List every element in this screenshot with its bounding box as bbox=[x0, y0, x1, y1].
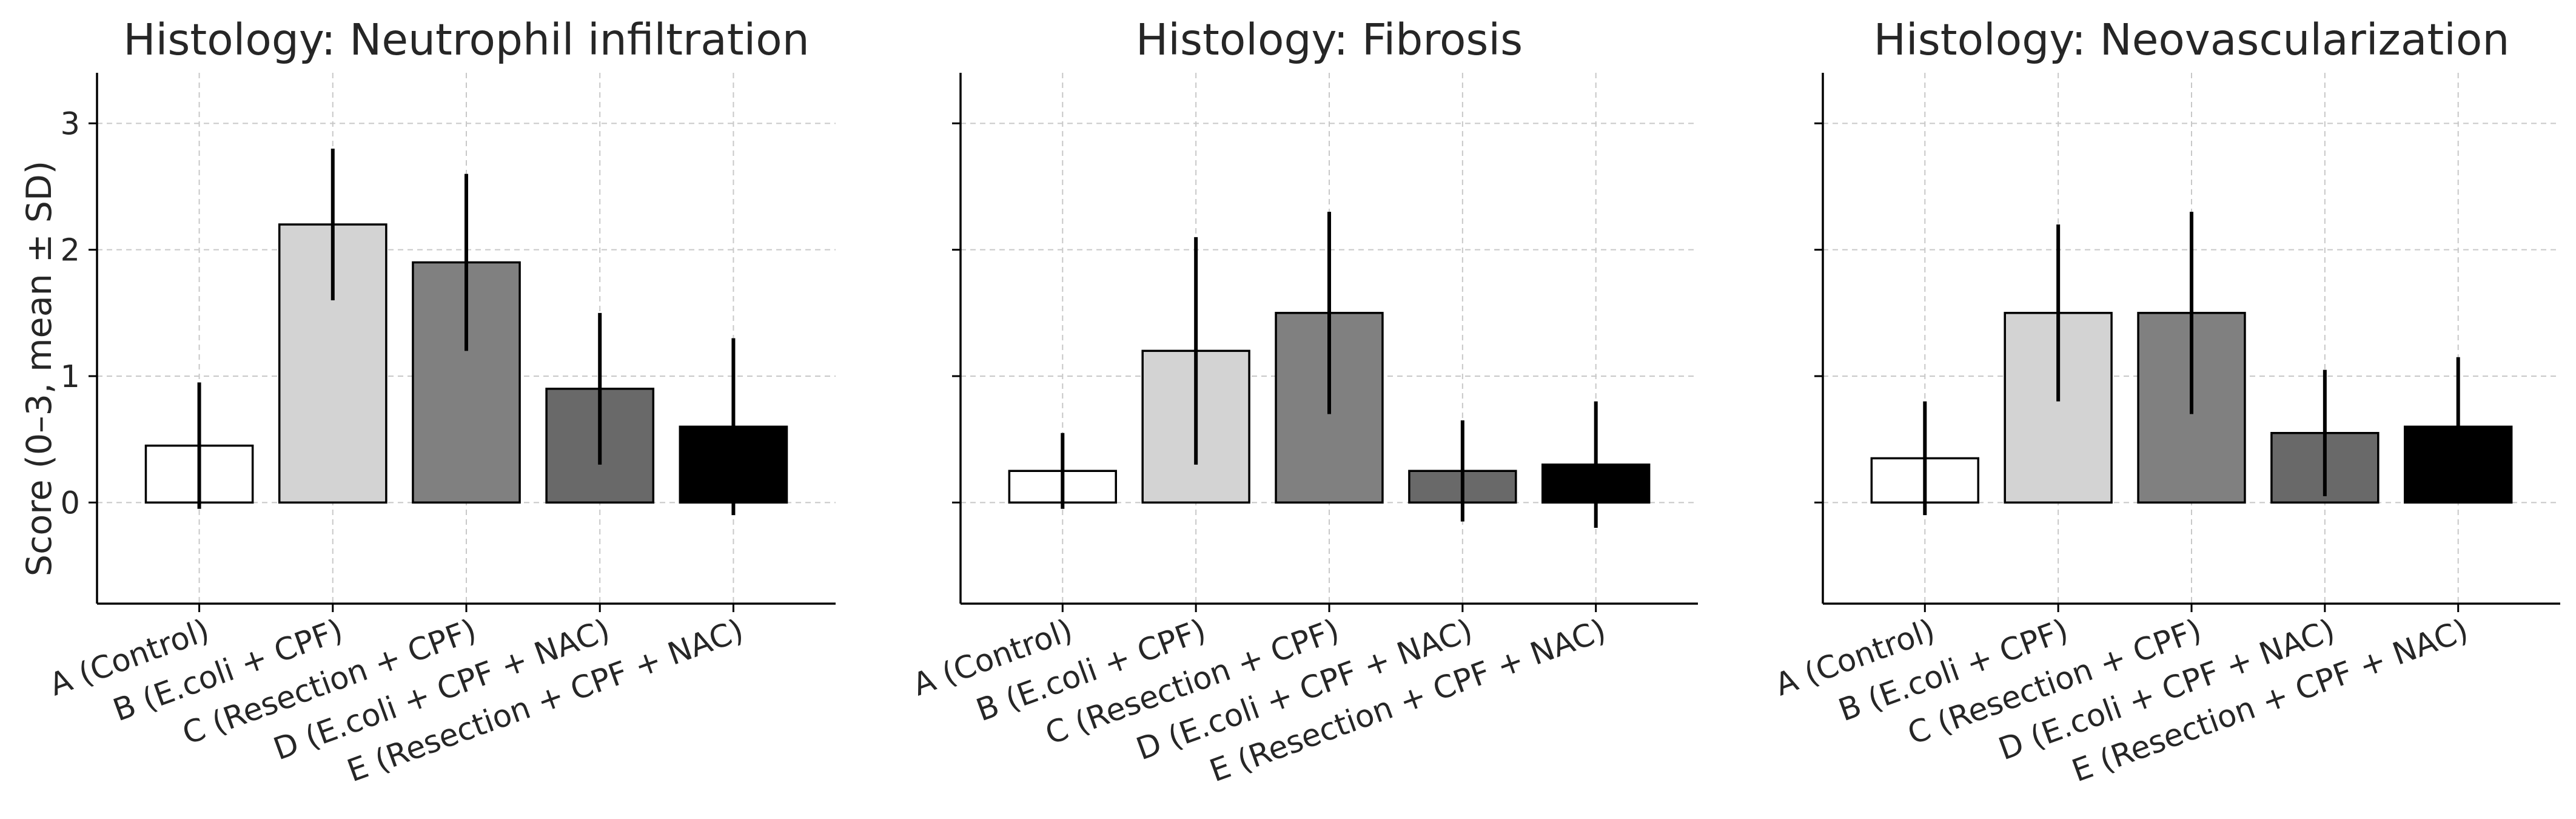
chart-title: Histology: Neovascularization bbox=[1874, 15, 2510, 65]
chart-title: Histology: Neutrophil infiltration bbox=[123, 15, 809, 65]
chart-title: Histology: Fibrosis bbox=[1136, 15, 1523, 65]
panel-2: A (Control)B (E.coli + CPF)C (Resection … bbox=[908, 15, 1698, 789]
y-tick-label: 0 bbox=[61, 485, 80, 521]
panel-3: A (Control)B (E.coli + CPF)C (Resection … bbox=[1771, 15, 2560, 789]
y-tick-label: 2 bbox=[61, 233, 80, 269]
y-tick-label: 1 bbox=[61, 359, 80, 395]
y-tick-label: 3 bbox=[61, 106, 80, 142]
y-axis-label: Score (0–3, mean ± SD) bbox=[19, 161, 59, 576]
